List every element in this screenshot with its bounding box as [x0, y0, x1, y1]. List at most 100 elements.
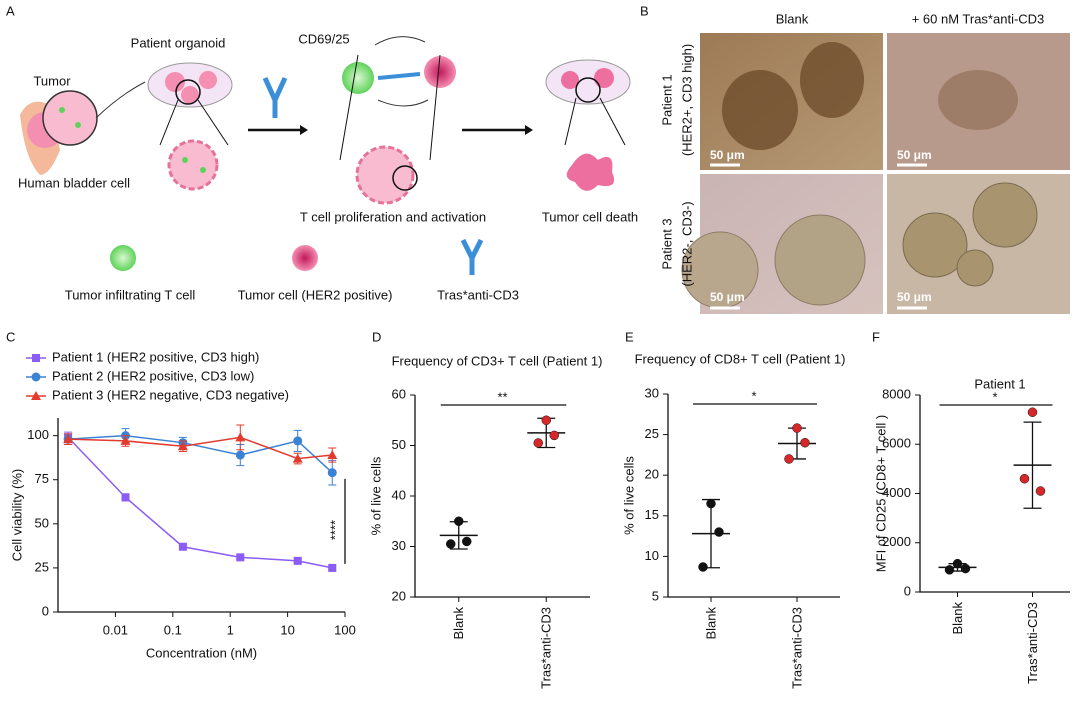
- legend-label: Patient 2 (HER2 positive, CD3 low): [52, 368, 254, 383]
- label: Patient organoid: [131, 35, 226, 50]
- data-point: [1027, 407, 1038, 417]
- zoom-lines: [564, 97, 626, 146]
- y-tick-label: 75: [35, 471, 49, 486]
- organoid: [199, 71, 217, 89]
- marker: [177, 441, 188, 451]
- organoid: [956, 249, 994, 287]
- legend-label: Patient 1 (HER2 positive, CD3 high): [52, 349, 259, 364]
- x-tick-label: 100: [334, 622, 356, 637]
- label: T cell proliferation and activation: [300, 209, 486, 224]
- scale-label: 50 μm: [710, 148, 745, 162]
- schematic: [20, 36, 631, 275]
- data-point: [784, 454, 794, 464]
- y-tick-label: 15: [645, 507, 659, 522]
- dot: [75, 122, 81, 128]
- series-line: [68, 436, 333, 460]
- zoom-circle: [392, 165, 418, 191]
- organoid-zoom: [167, 139, 219, 191]
- x-tick-label: 10: [280, 622, 294, 637]
- y-tick-label: 30: [392, 538, 406, 553]
- legend-label: Tras*anti-CD3: [437, 287, 519, 302]
- data-point: [960, 563, 971, 574]
- chart-title: Frequency of CD8+ T cell (Patient 1): [635, 351, 846, 366]
- organoid: [938, 70, 1018, 130]
- x-tick-label: 0.1: [164, 622, 182, 637]
- row-detail: (HER2-, CD3-): [679, 201, 694, 286]
- y-tick-label: 0: [42, 603, 49, 618]
- scale-label: 50 μm: [710, 290, 745, 304]
- y-tick-label: 2000: [882, 534, 911, 549]
- significance: ****: [327, 520, 342, 540]
- y-tick-label: 20: [392, 588, 406, 603]
- dot: [182, 157, 188, 163]
- organoid: [774, 214, 866, 306]
- zoom-circle: [575, 77, 601, 103]
- row-detail: (HER2+, CD3 high): [679, 44, 694, 156]
- organoid: [165, 72, 185, 92]
- column-label: + 60 nM Tras*anti-CD3: [912, 11, 1045, 26]
- debris: [561, 71, 579, 89]
- legend-label: Patient 3 (HER2 negative, CD3 negative): [52, 387, 289, 402]
- dot: [59, 107, 65, 113]
- organoid: [972, 182, 1038, 248]
- zoom-lines: [159, 99, 229, 146]
- y-axis-label: % of live cells: [368, 456, 383, 535]
- data-point: [792, 423, 802, 433]
- panel-letter: C: [6, 329, 15, 344]
- marker: [293, 556, 302, 565]
- y-tick-label: 40: [392, 487, 406, 502]
- data-point: [541, 415, 551, 425]
- t-cell: [342, 62, 374, 94]
- significance: *: [992, 389, 997, 404]
- significance: *: [751, 388, 756, 403]
- y-tick-label: 8000: [882, 386, 911, 401]
- y-tick-label: 0: [904, 583, 911, 598]
- label: Human bladder cell: [18, 175, 130, 190]
- row-label: Patient 1: [659, 74, 674, 125]
- zoom-lines: [339, 54, 441, 161]
- label: Tumor: [33, 73, 71, 88]
- marker: [293, 436, 303, 446]
- y-tick-label: 25: [645, 426, 659, 441]
- x-tick-label: Blank: [451, 607, 466, 640]
- data-point: [1019, 473, 1030, 484]
- row-label: Patient 3: [659, 218, 674, 269]
- panel-letter: E: [625, 329, 634, 344]
- y-axis-label: % of live cells: [621, 456, 636, 535]
- axes: [919, 395, 1070, 593]
- legend-t-cell: [110, 245, 136, 271]
- marker: [328, 563, 337, 572]
- arrow: [95, 81, 146, 119]
- scale-label: 50 μm: [897, 148, 932, 162]
- y-tick-label: 25: [35, 559, 49, 574]
- dead-cells: [566, 153, 615, 191]
- series-line: [67, 436, 333, 569]
- zoom-circle: [175, 79, 201, 105]
- tumor-cell: [424, 56, 456, 88]
- chart-title: Patient 1: [974, 376, 1025, 391]
- legend-antibody: [460, 238, 484, 275]
- axes: [667, 394, 840, 598]
- data-point: [944, 565, 955, 575]
- organoid: [902, 212, 968, 278]
- x-tick-label: 0.01: [103, 622, 128, 637]
- series-line: [68, 434, 333, 474]
- legend-label: Tumor cell (HER2 positive): [238, 287, 393, 302]
- data-point: [462, 536, 472, 547]
- panel-letter: F: [872, 329, 880, 344]
- x-axis-label: Concentration (nM): [146, 645, 257, 660]
- y-tick-label: 100: [27, 427, 49, 442]
- data-point: [800, 437, 810, 448]
- y-tick-label: 50: [35, 515, 49, 530]
- y-tick-label: 60: [392, 386, 406, 401]
- legend-label: Tumor infiltrating T cell: [65, 287, 196, 302]
- organoid: [181, 86, 199, 104]
- y-tick-label: 30: [645, 385, 659, 400]
- y-tick-label: 6000: [882, 436, 911, 451]
- x-tick-label: Blank: [950, 602, 965, 635]
- y-axis-label: Cell viability (%): [9, 469, 24, 561]
- arrowhead: [525, 125, 533, 135]
- label: CD69/25: [298, 31, 349, 46]
- x-tick-label: Tras*anti-CD3: [789, 607, 804, 689]
